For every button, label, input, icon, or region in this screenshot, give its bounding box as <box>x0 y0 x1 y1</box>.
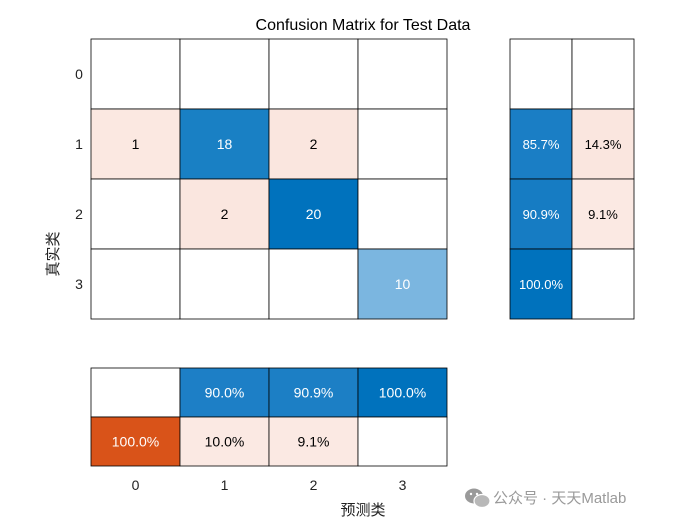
column-summary-cell <box>268 367 359 418</box>
row-summary-value: 90.9% <box>523 207 560 222</box>
column-summary-cell <box>90 416 181 467</box>
matrix-cell <box>179 178 270 250</box>
x-tick-label: 1 <box>221 477 229 493</box>
column-summary-value: 90.0% <box>205 385 245 401</box>
column-summary-value: 10.0% <box>205 434 245 450</box>
row-summary-value: 9.1% <box>588 207 618 222</box>
matrix-cell <box>357 38 448 110</box>
matrix-cell <box>90 38 181 110</box>
watermark: 公众号 · 天天Matlab <box>465 488 626 509</box>
column-summary-cell <box>90 367 181 418</box>
column-summary-value: 100.0% <box>112 434 159 450</box>
row-summary-cell <box>509 38 573 110</box>
matrix-cell-value: 2 <box>221 206 229 222</box>
row-summary-value: 14.3% <box>585 137 622 152</box>
y-tick-label: 1 <box>75 136 83 152</box>
watermark-text: 公众号 · 天天Matlab <box>493 490 626 507</box>
x-tick-labels: 0 1 2 3 <box>132 477 407 493</box>
column-summary-value: 9.1% <box>298 434 330 450</box>
y-tick-labels: 0 1 2 3 <box>75 66 83 292</box>
matrix-cell <box>268 108 359 180</box>
matrix-cell-value: 2 <box>310 136 318 152</box>
x-tick-label: 0 <box>132 477 140 493</box>
matrix-cell-value: 20 <box>306 206 322 222</box>
row-summary-cell <box>571 178 635 250</box>
column-summary-cell <box>357 416 448 467</box>
column-summary-cell <box>179 416 270 467</box>
matrix-cell-value: 18 <box>217 136 233 152</box>
row-summary-value: 85.7% <box>523 137 560 152</box>
matrix-cell <box>357 108 448 180</box>
column-summary-matrix: 90.0% 90.9% 100.0% 100.0% 10.0% 9.1% <box>90 367 448 467</box>
matrix-cell <box>357 248 448 320</box>
matrix-cell <box>90 178 181 250</box>
matrix-cell <box>90 108 181 180</box>
row-summary-matrix: 85.7% 14.3% 90.9% 9.1% 100.0% <box>509 38 635 320</box>
matrix-cell <box>179 108 270 180</box>
wechat-icon <box>465 488 491 509</box>
column-summary-value: 100.0% <box>379 385 426 401</box>
row-summary-cell <box>571 38 635 110</box>
row-summary-cell <box>571 108 635 180</box>
matrix-cell-value: 1 <box>132 136 140 152</box>
y-tick-label: 2 <box>75 206 83 222</box>
y-tick-label: 0 <box>75 66 83 82</box>
row-summary-cell <box>509 178 573 250</box>
row-summary-cell <box>509 108 573 180</box>
x-axis-label: 预测类 <box>340 502 385 519</box>
confusion-matrix: 1 18 2 2 20 10 <box>90 38 448 320</box>
matrix-cell <box>268 38 359 110</box>
column-summary-cell <box>268 416 359 467</box>
row-summary-cell <box>571 248 635 320</box>
chart-title: Confusion Matrix for Test Data <box>256 17 471 34</box>
column-summary-cell <box>357 367 448 418</box>
y-tick-label: 3 <box>75 276 83 292</box>
matrix-cell <box>90 248 181 320</box>
matrix-cell-value: 10 <box>395 276 411 292</box>
row-summary-cell <box>509 248 573 320</box>
column-summary-value: 90.9% <box>294 385 334 401</box>
x-tick-label: 3 <box>399 477 407 493</box>
y-axis-label: 真实类 <box>44 231 62 276</box>
x-tick-label: 2 <box>310 477 318 493</box>
matrix-cell <box>179 248 270 320</box>
row-summary-value: 100.0% <box>519 277 564 292</box>
column-summary-cell <box>179 367 270 418</box>
matrix-cell <box>179 38 270 110</box>
matrix-cell <box>268 248 359 320</box>
matrix-cell <box>357 178 448 250</box>
